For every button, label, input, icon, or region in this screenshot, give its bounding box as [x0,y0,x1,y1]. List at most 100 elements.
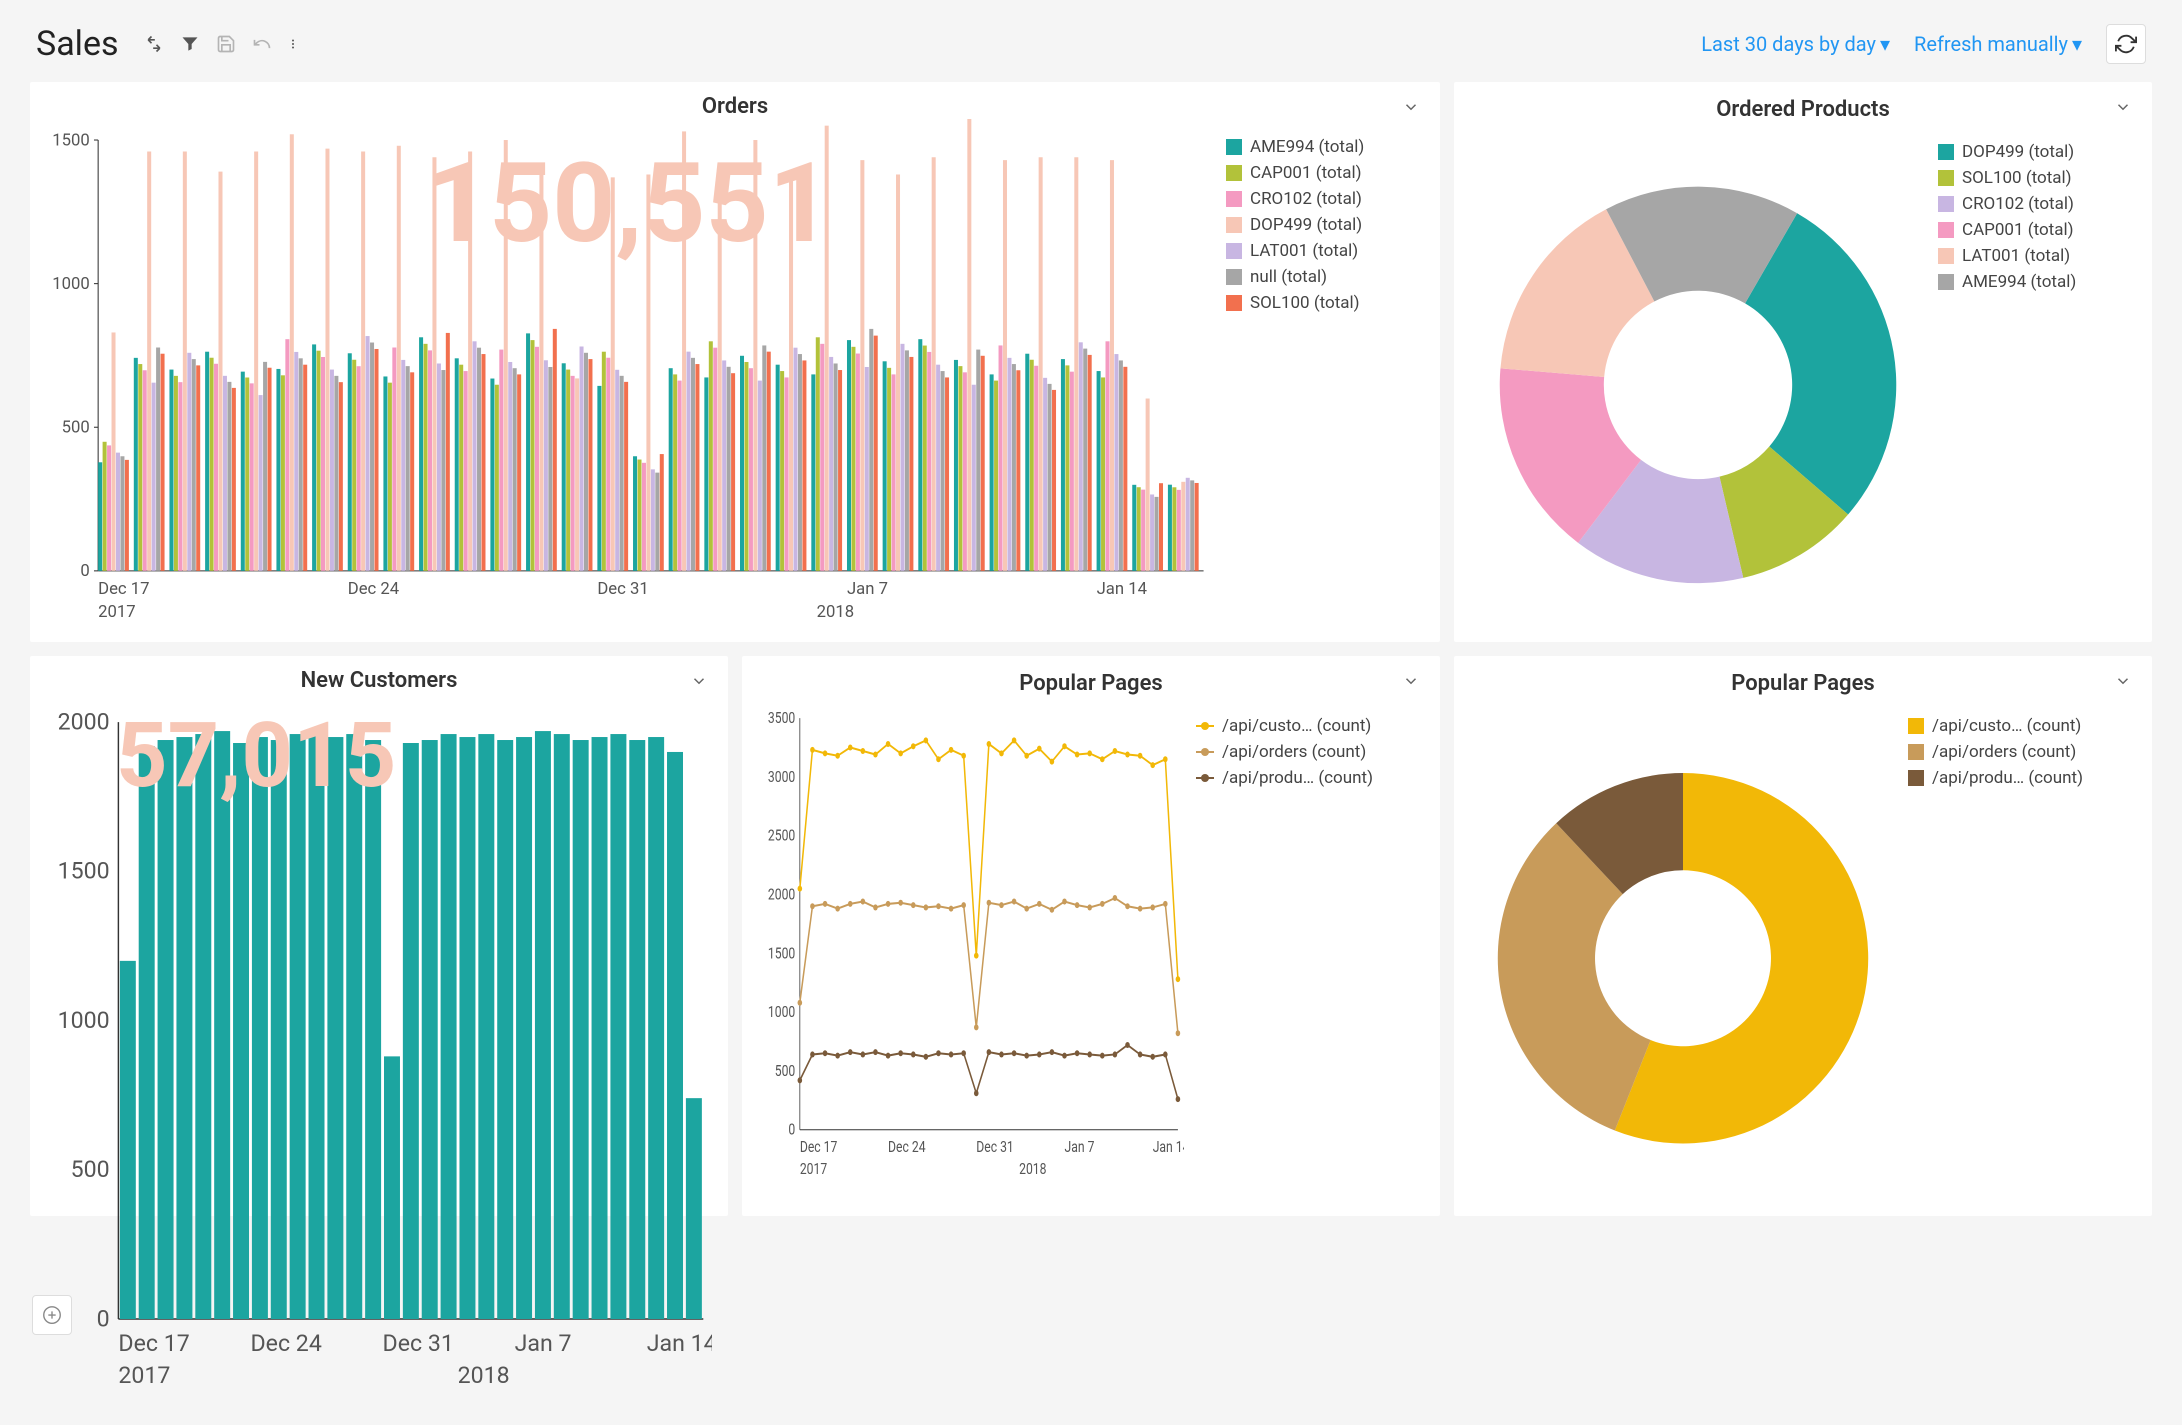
undo-icon[interactable] [251,33,273,55]
legend-item[interactable]: LAT001 (total) [1938,246,2136,266]
svg-text:Dec 31: Dec 31 [597,579,648,599]
legend-label: /api/custo… (count) [1932,716,2081,736]
legend-item[interactable]: AME994 (total) [1938,272,2136,292]
legend-item[interactable]: /api/custo… (count) [1908,716,2136,736]
chevron-down-icon: ▾ [1880,32,1890,56]
panel-title: Orders [702,94,768,119]
legend-label: /api/produ… (count) [1222,768,1373,788]
legend-item[interactable]: SOL100 (total) [1226,293,1424,313]
panel-menu-icon[interactable] [690,672,708,694]
panel-menu-icon[interactable] [1402,98,1420,120]
filter-icon[interactable] [179,33,201,55]
svg-text:3000: 3000 [768,768,795,786]
legend-item[interactable]: /api/custo… (count) [1196,716,1424,736]
svg-text:Dec 24: Dec 24 [348,579,400,599]
svg-text:Jan 14: Jan 14 [1097,579,1148,599]
toolbar [143,33,299,55]
panel-header: Orders [46,94,1424,119]
refresh-button[interactable] [2106,24,2146,64]
svg-text:0: 0 [788,1121,795,1139]
panel-header: Popular Pages [1470,668,2136,698]
legend-item[interactable]: LAT001 (total) [1226,241,1424,261]
legend-item[interactable]: CAP001 (total) [1938,220,2136,240]
legend-label: /api/orders (count) [1222,742,1366,762]
legend-label: AME994 (total) [1962,272,2076,292]
svg-text:1500: 1500 [58,857,110,885]
svg-text:0: 0 [80,561,89,581]
svg-text:2017: 2017 [118,1361,170,1389]
legend-item[interactable]: /api/produ… (count) [1196,768,1424,788]
legend-label: CRO102 (total) [1250,189,1362,209]
legend-item[interactable]: CAP001 (total) [1226,163,1424,183]
legend-label: AME994 (total) [1250,137,1364,157]
svg-text:Jan 7: Jan 7 [515,1329,572,1357]
panel-new-customers: New Customers 57,015 0500100015002000Dec… [30,656,728,1216]
panel-header: Ordered Products [1470,94,2136,124]
legend-label: LAT001 (total) [1962,246,2070,266]
svg-text:Dec 17: Dec 17 [800,1138,838,1156]
svg-text:2000: 2000 [58,707,110,735]
svg-text:2018: 2018 [817,602,854,622]
date-range-selector[interactable]: Last 30 days by day ▾ [1701,32,1890,56]
legend-label: /api/produ… (count) [1932,768,2083,788]
panel-popular-pages-donut: Popular Pages /api/custo… (count) /api/or… [1454,656,2152,1216]
legend-item[interactable]: DOP499 (total) [1226,215,1424,235]
svg-text:500: 500 [775,1062,796,1080]
add-panel-button[interactable] [32,1295,72,1335]
legend-item[interactable]: DOP499 (total) [1938,142,2136,162]
panel-menu-icon[interactable] [2114,672,2132,694]
svg-text:1500: 1500 [768,945,795,963]
orders-chart: 150,551 050010001500Dec 17Dec 24Dec 31Ja… [46,119,1214,644]
collapse-icon[interactable] [143,33,165,55]
legend-item[interactable]: CRO102 (total) [1938,194,2136,214]
legend-item[interactable]: /api/produ… (count) [1908,768,2136,788]
svg-text:2500: 2500 [768,827,795,845]
panel-orders: Orders 150,551 050010001500Dec 17Dec 24D… [30,82,1440,642]
svg-text:Jan 14: Jan 14 [647,1329,712,1357]
save-icon[interactable] [215,33,237,55]
legend-label: DOP499 (total) [1250,215,1362,235]
svg-text:2000: 2000 [768,886,795,904]
svg-text:2018: 2018 [1019,1160,1046,1178]
legend-label: null (total) [1250,267,1327,287]
legend-item[interactable]: SOL100 (total) [1938,168,2136,188]
svg-text:1000: 1000 [52,274,89,294]
svg-text:Jan 14: Jan 14 [1153,1138,1184,1156]
refresh-mode-selector[interactable]: Refresh manually ▾ [1914,32,2082,56]
popular-pages-donut-chart [1470,698,1896,1200]
svg-text:3500: 3500 [768,710,795,728]
legend-label: DOP499 (total) [1962,142,2074,162]
legend-item[interactable]: /api/orders (count) [1908,742,2136,762]
legend-item[interactable]: null (total) [1226,267,1424,287]
new-customers-chart: 57,015 0500100015002000Dec 17Dec 24Dec 3… [46,693,712,1421]
panel-menu-icon[interactable] [1402,672,1420,694]
ordered-products-chart [1470,124,1926,626]
legend-label: /api/custo… (count) [1222,716,1371,736]
svg-text:Dec 31: Dec 31 [976,1138,1014,1156]
svg-text:Dec 31: Dec 31 [383,1329,454,1357]
ordered-products-legend: DOP499 (total) SOL100 (total) CRO102 (tota… [1926,124,2136,626]
page-title: Sales [36,24,119,64]
panel-title: New Customers [301,668,458,693]
panel-title: Popular Pages [1731,671,1874,696]
legend-item[interactable]: CRO102 (total) [1226,189,1424,209]
panel-header: New Customers [46,668,712,693]
panel-popular-pages-line: Popular Pages 05001000150020002500300035… [742,656,1440,1216]
legend-item[interactable]: AME994 (total) [1226,137,1424,157]
legend-item[interactable]: /api/orders (count) [1196,742,1424,762]
legend-label: CAP001 (total) [1250,163,1362,183]
panel-menu-icon[interactable] [2114,98,2132,120]
legend-label: SOL100 (total) [1250,293,1360,313]
legend-label: CRO102 (total) [1962,194,2074,214]
panel-title: Popular Pages [1019,671,1162,696]
panel-ordered-products: Ordered Products DOP499 (total) SOL100 (t… [1454,82,2152,642]
svg-text:Dec 24: Dec 24 [250,1329,321,1357]
svg-text:2017: 2017 [800,1160,827,1178]
legend-label: CAP001 (total) [1962,220,2074,240]
header: Sales Last 30 days by day ▾ Refresh [0,0,2182,82]
panel-title: Ordered Products [1716,97,1890,122]
svg-text:Dec 17: Dec 17 [98,579,149,599]
svg-text:Dec 24: Dec 24 [888,1138,926,1156]
svg-text:Dec 17: Dec 17 [118,1329,189,1357]
more-icon[interactable] [287,33,299,55]
